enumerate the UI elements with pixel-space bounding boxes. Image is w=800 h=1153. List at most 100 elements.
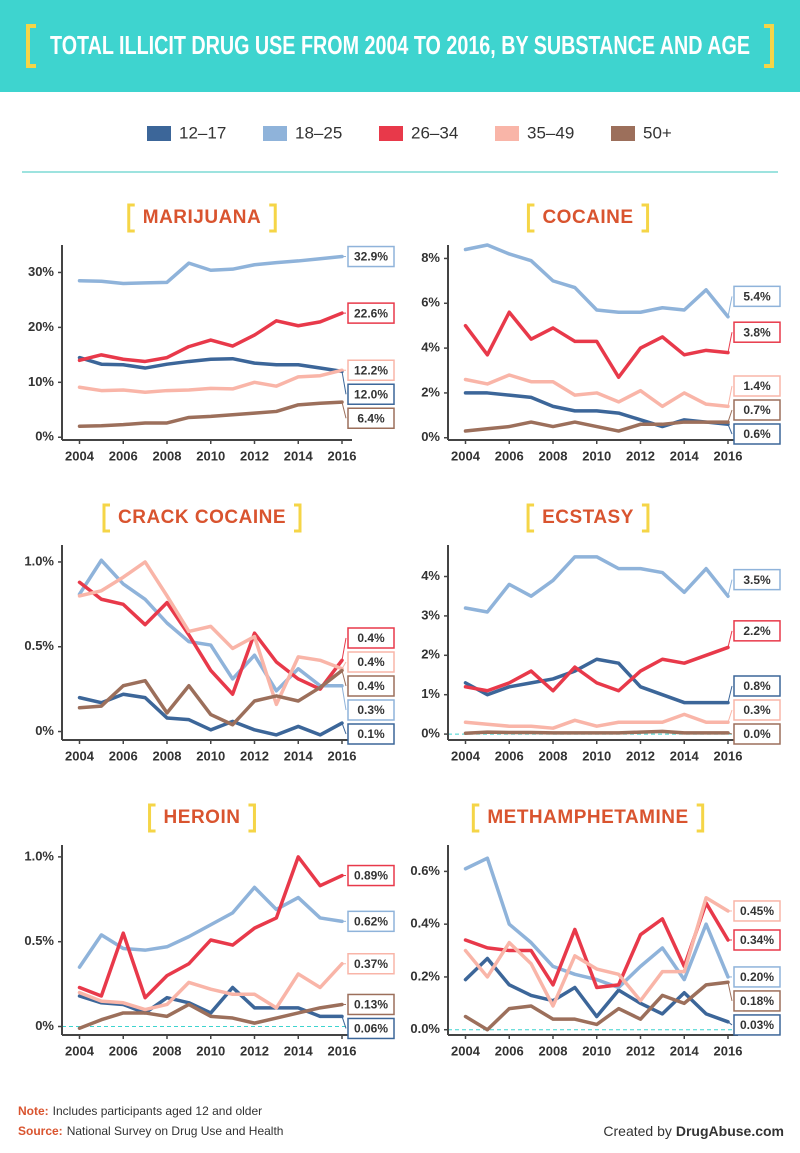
value-label-box [733,900,781,922]
value-label: 1.4% [743,379,771,393]
label-connector [341,401,347,419]
value-label-box [347,407,395,429]
value-label: 0.18% [740,994,774,1008]
y-tick-label: 2% [421,647,440,662]
legend-label: 18–25 [295,123,342,142]
value-label: 0.03% [740,1018,774,1032]
x-tick-label: 2006 [495,448,524,463]
credit: Created by DrugAbuse.com [603,1123,784,1139]
label-connector [727,296,733,317]
value-label: 0.06% [354,1022,388,1036]
label-connector [727,630,733,648]
y-tick-label: 20% [28,319,54,334]
series-line [77,1002,344,1030]
y-tick-label: 0% [421,429,440,444]
y-tick-label: 2% [421,384,440,399]
value-label-box [733,568,781,591]
series-line [463,420,730,433]
value-label: 2.2% [743,624,771,638]
value-label: 12.2% [354,363,388,377]
x-tick-label: 2004 [65,748,95,763]
label-connector [341,670,347,687]
series-line [463,980,730,1032]
note-label: Note: [18,1104,49,1118]
value-label: 6.4% [357,411,385,425]
value-label: 32.9% [354,250,388,264]
x-tick-label: 2014 [284,448,314,463]
value-label-box [733,423,781,445]
series-line [77,692,344,737]
label-connector [727,579,733,597]
y-tick-label: 0.4% [410,916,440,931]
x-tick-label: 2006 [109,748,138,763]
value-label-box [347,627,395,649]
value-label: 0.13% [354,998,388,1012]
value-label-box [733,723,781,745]
series-line [77,580,344,696]
value-label-box [733,990,781,1012]
value-label-box [347,723,395,745]
series-line [463,373,730,409]
value-label-box [733,966,781,988]
legend-label: 26–34 [411,123,458,142]
value-label-box [347,245,395,268]
chart-panel: ECSTASY 0% 1% 2% 3% 4% 2004 2006 2008 2010 2012 201… [421,503,781,763]
y-tick-label: 0.0% [410,1021,440,1036]
y-tick-label: 4% [421,568,440,583]
value-label-box [733,285,781,308]
y-tick-label: 0.5% [24,638,54,653]
value-label-box [347,699,395,721]
chart-title: MARIJUANA [143,207,262,228]
value-label-box [347,302,395,324]
x-tick-label: 2012 [240,1043,269,1058]
bracket [526,503,535,533]
x-tick-label: 2008 [153,1043,182,1058]
value-label-box [347,651,395,673]
series-line [77,355,344,374]
y-tick-label: 0% [421,726,440,741]
legend-label: 50+ [643,123,672,142]
label-connector [341,1016,347,1029]
value-label-box [347,993,395,1016]
chart-panel: CRACK COCAINE 0% 0.5% 1.0% 2004 2006 2008 2010 2… [24,503,395,763]
value-label: 3.8% [743,325,771,339]
value-label-box [347,910,395,933]
header-band [0,0,800,92]
series-line [463,956,730,1024]
series-line [77,885,344,969]
series-line [77,368,344,394]
x-tick-label: 2010 [582,448,611,463]
series-line [463,712,730,730]
x-tick-label: 2010 [582,748,611,763]
bracket [641,203,650,233]
y-tick-label: 8% [421,250,440,265]
legend-swatch [611,126,635,141]
legend-swatch [495,126,519,141]
x-tick-label: 2012 [626,448,655,463]
series-line [77,558,344,693]
value-label-box [733,929,781,951]
series-line [463,243,730,319]
bracket [102,503,110,533]
legend-label: 12–17 [179,123,226,142]
y-tick-label: 3% [421,607,440,622]
x-tick-label: 2008 [153,748,182,763]
note-text: Includes participants aged 12 and older [53,1104,262,1118]
value-label: 0.6% [743,427,771,441]
y-tick-label: 0% [35,1018,54,1033]
x-tick-label: 2004 [451,1043,481,1058]
x-tick-label: 2004 [451,448,481,463]
x-tick-label: 2014 [670,448,700,463]
value-label-box [733,699,781,721]
x-tick-label: 2014 [670,1043,700,1058]
series-line [77,400,344,429]
bracket [269,203,277,233]
x-tick-label: 2004 [451,748,481,763]
x-tick-label: 2010 [196,448,225,463]
label-connector [341,685,347,711]
y-tick-label: 0% [35,429,54,444]
label-connector [727,709,733,723]
chart-title: CRACK COCAINE [118,507,286,528]
x-tick-label: 2016 [714,748,743,763]
